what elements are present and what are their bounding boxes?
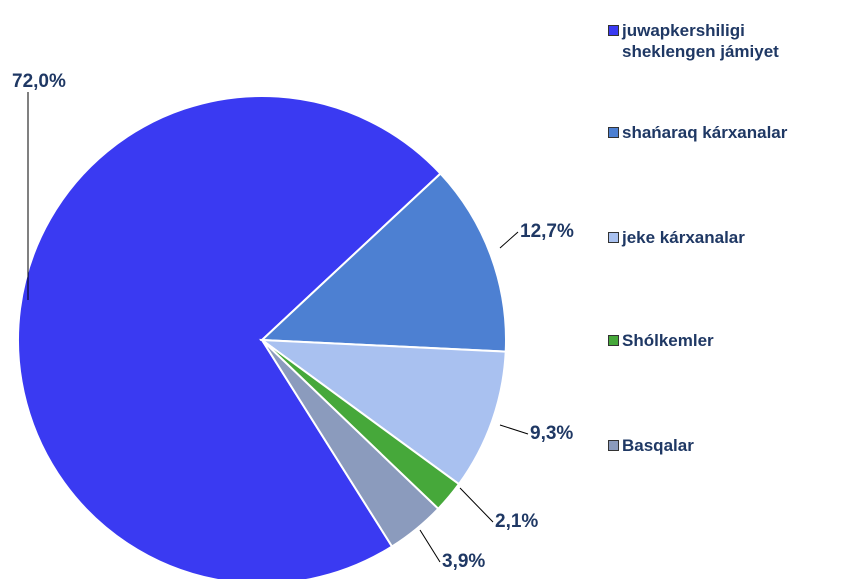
legend-item: Basqalar [608,435,843,456]
legend-swatch [608,25,619,36]
legend-label: shańaraq kárxanalar [622,123,788,142]
leader-line [499,231,519,249]
data-label: 72,0% [12,71,66,92]
legend-label: jeke kárxanalar [622,228,745,247]
pie-slice [258,338,507,486]
legend-item: jeke kárxanalar [608,227,843,248]
legend-swatch [608,335,619,346]
leader-line [459,487,494,523]
pie-slice [259,172,507,353]
legend-swatch [608,440,619,451]
legend-item: shańaraq kárxanalar [608,122,843,143]
legend-swatch [608,232,619,243]
data-label: 12,7% [520,221,574,242]
leader-line [419,529,441,563]
data-label: 2,1% [495,511,538,532]
legend-label: Basqalar [622,436,694,455]
legend-label: Shólkemler [622,331,714,350]
data-label: 9,3% [530,423,573,444]
legend-item: Shólkemler [608,330,843,351]
leader-line [499,424,529,435]
legend-swatch [608,127,619,138]
legend-item: juwapkershiligi sheklengen jámiyet [608,20,843,62]
pie-slice [17,95,442,579]
data-label: 3,9% [442,551,485,572]
legend-label: juwapkershiligi sheklengen jámiyet [622,21,779,61]
pie-slice [261,339,440,548]
